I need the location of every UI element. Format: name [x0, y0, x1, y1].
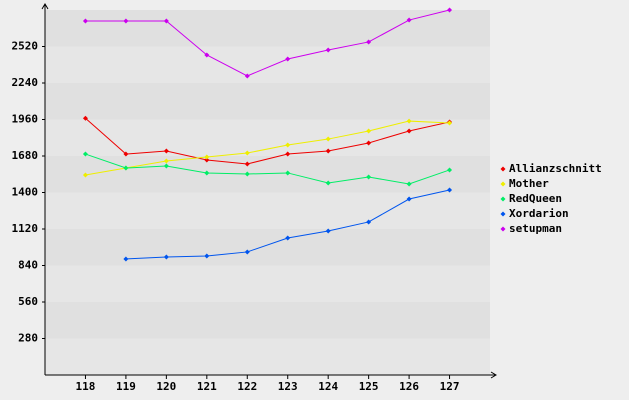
- x-tick-label: 126: [399, 380, 419, 393]
- data-point: [244, 150, 250, 156]
- data-point: [163, 254, 169, 260]
- grid-band: [45, 119, 490, 156]
- grid-band: [45, 338, 490, 375]
- y-tick-label: 280: [18, 332, 38, 345]
- grid-band: [45, 192, 490, 229]
- data-point: [285, 170, 291, 176]
- legend-label: setupman: [509, 222, 562, 235]
- y-tick-label: 1400: [12, 186, 39, 199]
- x-tick-label: 119: [116, 380, 136, 393]
- data-point: [204, 157, 210, 163]
- data-point: [244, 171, 250, 177]
- y-tick-label: 1120: [12, 222, 39, 235]
- data-point: [163, 148, 169, 154]
- data-point: [406, 181, 412, 187]
- data-point: [366, 128, 372, 134]
- series-line: [85, 120, 450, 176]
- data-point: [204, 170, 210, 176]
- data-point: [406, 118, 412, 124]
- data-point: [406, 196, 412, 202]
- data-point: [123, 151, 129, 157]
- data-point: [82, 115, 88, 121]
- grid-band: [45, 229, 490, 266]
- data-point: [204, 154, 210, 160]
- data-point: [244, 73, 250, 79]
- data-point: [82, 172, 88, 178]
- grid-band: [45, 265, 490, 302]
- y-tick-label: 1960: [12, 113, 39, 126]
- data-point: [285, 142, 291, 148]
- series-line: [85, 9, 450, 77]
- x-tick-label: 124: [318, 380, 338, 393]
- legend-marker: [500, 166, 506, 172]
- legend-label: Xordarion: [509, 207, 569, 220]
- grid-band: [45, 302, 490, 339]
- data-point: [285, 235, 291, 241]
- data-point: [163, 18, 169, 24]
- x-tick-label: 127: [440, 380, 460, 393]
- data-point: [366, 174, 372, 180]
- data-point: [366, 219, 372, 225]
- x-tick-label: 118: [76, 380, 96, 393]
- data-point: [82, 18, 88, 24]
- y-tick-label: 2240: [12, 76, 39, 89]
- x-tick-label: 121: [197, 380, 217, 393]
- data-point: [406, 128, 412, 134]
- data-point: [366, 39, 372, 45]
- data-point: [325, 180, 331, 186]
- data-point: [204, 253, 210, 259]
- data-point: [285, 151, 291, 157]
- grid-band: [45, 156, 490, 193]
- legend-marker: [500, 196, 506, 202]
- data-point: [447, 7, 453, 13]
- y-tick-label: 1680: [12, 149, 39, 162]
- legend-label: Mother: [509, 177, 549, 190]
- legend-marker: [500, 211, 506, 217]
- data-point: [325, 136, 331, 142]
- data-point: [325, 148, 331, 154]
- y-tick-label: 2520: [12, 40, 39, 53]
- grid-band: [45, 46, 490, 83]
- series-line: [85, 153, 450, 185]
- x-axis-arrow: [490, 371, 497, 379]
- grid-band: [45, 10, 490, 47]
- data-point: [325, 228, 331, 234]
- x-tick-label: 123: [278, 380, 298, 393]
- data-point: [406, 17, 412, 23]
- y-axis-arrow: [41, 3, 49, 10]
- legend-marker: [500, 226, 506, 232]
- data-point: [366, 140, 372, 146]
- data-point: [244, 161, 250, 167]
- data-point: [325, 47, 331, 53]
- data-point: [244, 249, 250, 255]
- data-point: [447, 167, 453, 173]
- data-point: [123, 165, 129, 171]
- grid-band: [45, 83, 490, 120]
- y-tick-label: 560: [18, 295, 38, 308]
- y-tick-label: 840: [18, 259, 38, 272]
- data-point: [285, 56, 291, 62]
- x-tick-label: 122: [237, 380, 257, 393]
- data-point: [123, 18, 129, 24]
- legend-label: Allianzschnitt: [509, 162, 602, 175]
- x-tick-label: 125: [359, 380, 379, 393]
- data-point: [447, 187, 453, 193]
- data-point: [447, 120, 453, 126]
- x-tick-label: 120: [156, 380, 176, 393]
- legend-label: RedQueen: [509, 192, 562, 205]
- data-point: [82, 151, 88, 157]
- data-point: [163, 163, 169, 169]
- data-point: [123, 256, 129, 262]
- data-point: [204, 52, 210, 58]
- legend-marker: [500, 181, 506, 187]
- series-line: [85, 117, 450, 165]
- data-point: [163, 158, 169, 164]
